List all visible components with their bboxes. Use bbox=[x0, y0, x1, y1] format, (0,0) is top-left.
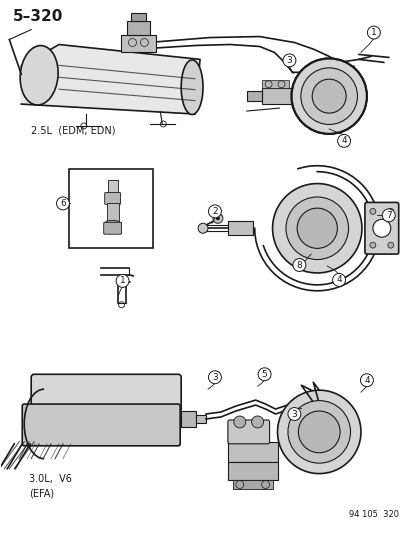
Bar bbox=[120, 35, 156, 52]
Bar bbox=[232, 480, 272, 489]
Circle shape bbox=[291, 59, 366, 134]
Text: 1: 1 bbox=[370, 28, 376, 37]
Text: 3: 3 bbox=[286, 56, 292, 65]
Circle shape bbox=[381, 209, 394, 222]
Bar bbox=[227, 462, 277, 480]
Circle shape bbox=[292, 259, 305, 271]
Ellipse shape bbox=[20, 45, 58, 105]
Text: 3: 3 bbox=[291, 409, 297, 418]
Bar bbox=[261, 88, 291, 104]
Circle shape bbox=[282, 54, 295, 67]
Circle shape bbox=[116, 274, 129, 287]
Circle shape bbox=[387, 242, 393, 248]
Circle shape bbox=[366, 26, 380, 39]
Bar bbox=[69, 168, 153, 248]
Text: 3: 3 bbox=[211, 373, 217, 382]
Bar bbox=[196, 415, 206, 423]
Text: 4: 4 bbox=[340, 136, 346, 146]
Circle shape bbox=[332, 273, 345, 286]
FancyBboxPatch shape bbox=[104, 192, 120, 205]
Circle shape bbox=[216, 216, 219, 220]
Circle shape bbox=[337, 134, 350, 147]
Circle shape bbox=[287, 408, 300, 421]
Circle shape bbox=[251, 416, 263, 428]
FancyBboxPatch shape bbox=[31, 374, 181, 412]
Circle shape bbox=[208, 371, 221, 384]
Bar bbox=[227, 221, 252, 235]
Ellipse shape bbox=[104, 220, 120, 227]
Text: 7: 7 bbox=[385, 211, 391, 220]
Text: 3.0L,  V6
(EFA): 3.0L, V6 (EFA) bbox=[29, 474, 72, 498]
Circle shape bbox=[285, 197, 348, 260]
Circle shape bbox=[272, 183, 361, 273]
Circle shape bbox=[233, 416, 245, 428]
Text: 4: 4 bbox=[363, 376, 369, 385]
Circle shape bbox=[277, 390, 360, 474]
Text: 6: 6 bbox=[60, 199, 66, 208]
Text: 1: 1 bbox=[119, 277, 125, 285]
Text: 4: 4 bbox=[335, 276, 341, 285]
FancyBboxPatch shape bbox=[364, 203, 398, 254]
Circle shape bbox=[208, 205, 221, 218]
Bar bbox=[107, 180, 117, 196]
FancyBboxPatch shape bbox=[227, 420, 269, 444]
Polygon shape bbox=[21, 44, 199, 114]
Circle shape bbox=[372, 219, 390, 237]
FancyBboxPatch shape bbox=[103, 222, 121, 234]
Circle shape bbox=[298, 411, 339, 453]
Text: 2.5L  (EDM, EDN): 2.5L (EDM, EDN) bbox=[31, 126, 115, 136]
Text: 8: 8 bbox=[296, 261, 301, 270]
Circle shape bbox=[258, 368, 271, 381]
Circle shape bbox=[300, 68, 356, 125]
Bar bbox=[126, 21, 150, 35]
Circle shape bbox=[311, 79, 345, 113]
Bar bbox=[246, 91, 261, 101]
Circle shape bbox=[212, 213, 222, 223]
Circle shape bbox=[360, 374, 373, 386]
Circle shape bbox=[387, 208, 393, 214]
Circle shape bbox=[287, 401, 350, 463]
Bar bbox=[261, 80, 289, 88]
Circle shape bbox=[369, 242, 375, 248]
Circle shape bbox=[197, 223, 207, 233]
Text: 2: 2 bbox=[211, 207, 217, 216]
Circle shape bbox=[297, 208, 337, 248]
FancyBboxPatch shape bbox=[22, 404, 180, 446]
Circle shape bbox=[369, 208, 375, 214]
Bar bbox=[227, 442, 277, 462]
Bar bbox=[107, 204, 118, 221]
Text: 94 105  320: 94 105 320 bbox=[348, 510, 398, 519]
Bar bbox=[181, 411, 196, 427]
Bar bbox=[130, 13, 146, 21]
Circle shape bbox=[57, 197, 69, 210]
Text: 5: 5 bbox=[261, 370, 267, 379]
Text: 5–320: 5–320 bbox=[13, 9, 64, 24]
Ellipse shape bbox=[181, 60, 202, 115]
